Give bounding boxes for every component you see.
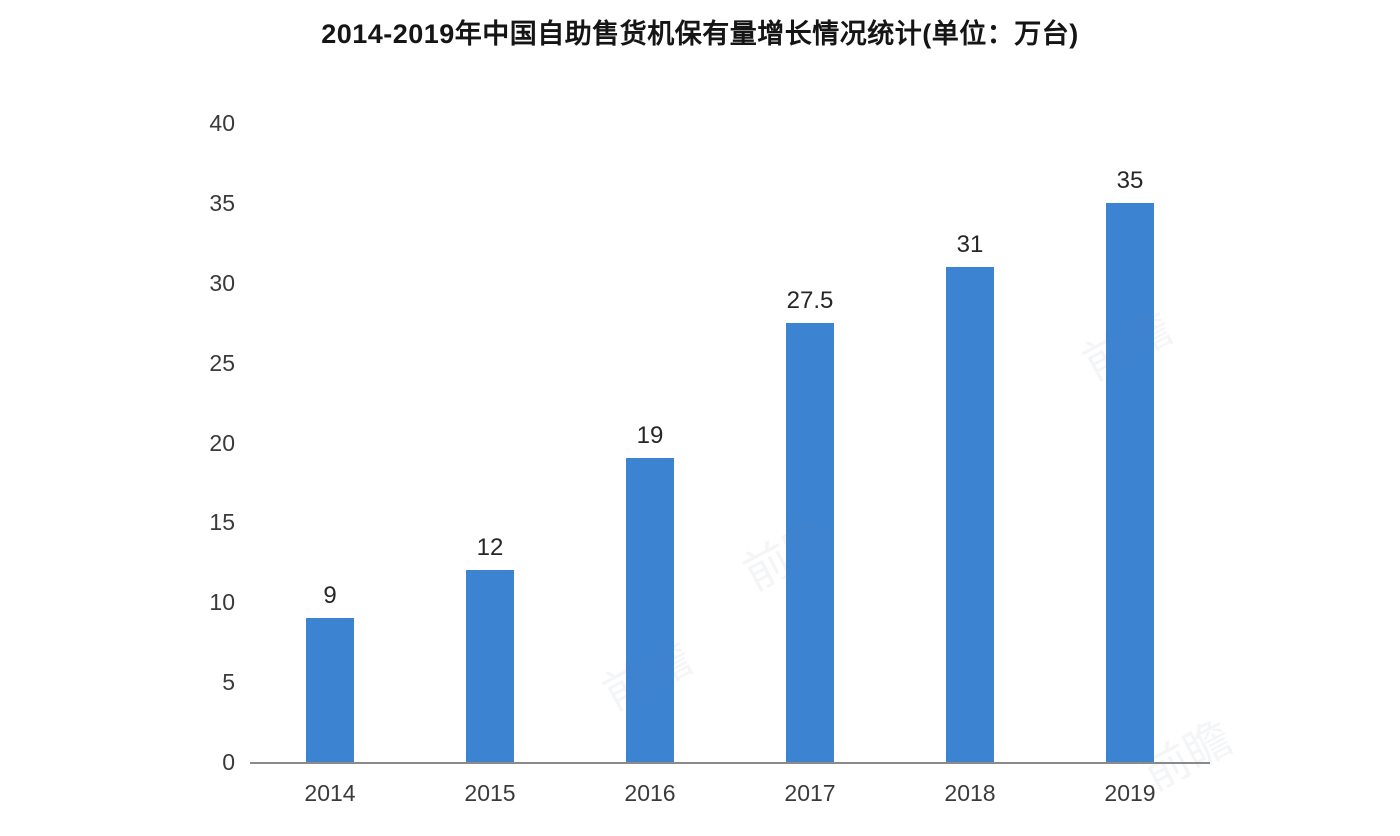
bar-value-label: 31	[956, 230, 984, 258]
y-axis-tick-label: 15	[209, 509, 235, 536]
bar-2017[interactable]	[786, 322, 834, 762]
y-axis-tick-label: 10	[209, 589, 235, 616]
bar-value-label: 12	[476, 534, 504, 562]
x-axis-tick-label: 2016	[624, 780, 676, 806]
x-axis-tick-label: 2017	[784, 780, 836, 806]
bar-2019[interactable]	[1106, 202, 1154, 762]
y-axis-tick-label: 20	[209, 429, 235, 456]
x-axis: 2014 2015 2016 2017 2018 2019	[250, 780, 1210, 820]
x-axis-tick-label: 2014	[304, 780, 356, 806]
y-axis: 0 5 10 15 20 25 30 35 40	[0, 0, 235, 836]
y-axis-tick-label: 40	[209, 110, 235, 136]
bar-2014[interactable]	[306, 618, 354, 762]
bar-value-label: 9	[323, 582, 337, 610]
y-axis-tick-label: 25	[209, 349, 235, 376]
bar-2018[interactable]	[946, 266, 994, 762]
chart-title: 2014-2019年中国自助售货机保有量增长情况统计(单位：万台)	[321, 19, 1079, 49]
x-axis-tick-label: 2015	[464, 780, 516, 806]
bar-value-label: 19	[636, 422, 664, 450]
y-axis-tick-label: 0	[222, 749, 235, 775]
y-axis-tick-label: 30	[209, 269, 235, 296]
bar-2015[interactable]	[466, 570, 514, 762]
y-axis-tick-label: 35	[209, 189, 235, 216]
bar-value-label: 35	[1116, 166, 1144, 194]
plot-area: 9 12 19 27.5 31 35	[250, 123, 1210, 764]
bar-value-label: 27.5	[786, 286, 834, 314]
x-axis-tick-label: 2018	[944, 780, 996, 806]
y-axis-tick-label: 5	[222, 669, 235, 696]
bar-2016[interactable]	[626, 458, 674, 762]
x-axis-tick-label: 2019	[1104, 780, 1156, 806]
